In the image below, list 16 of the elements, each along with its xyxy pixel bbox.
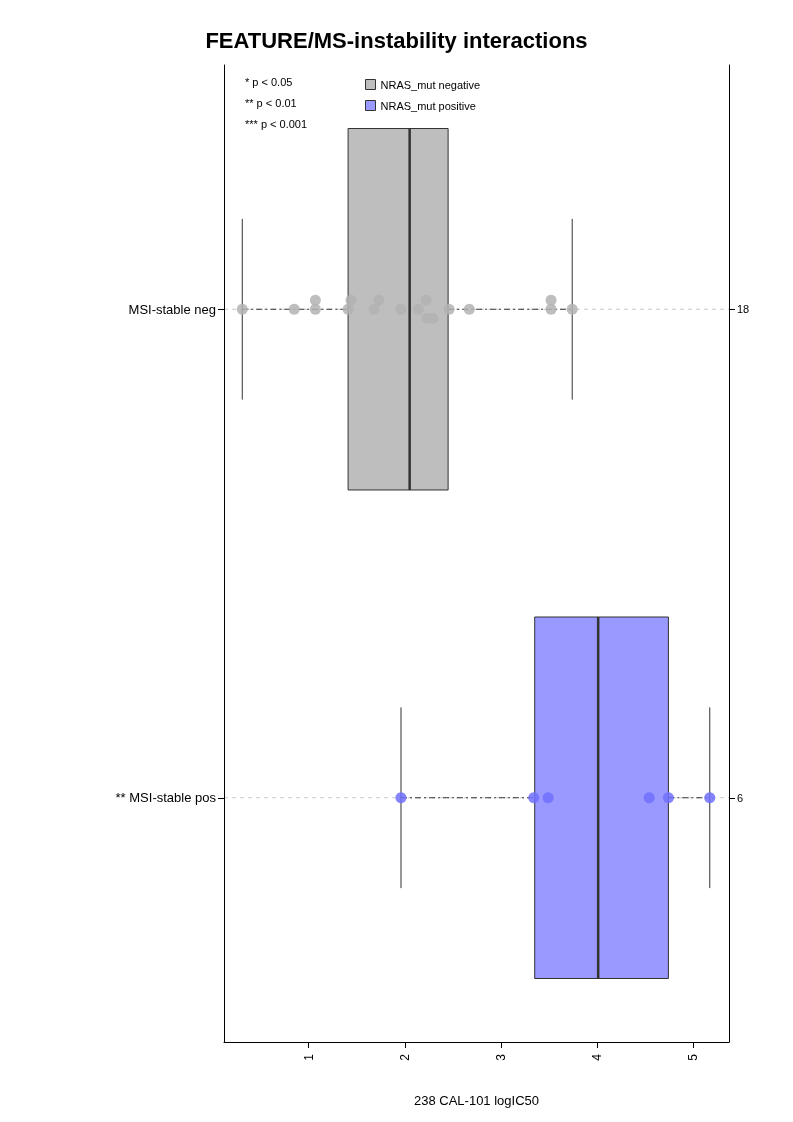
y2-tick-label: 6 xyxy=(737,791,744,804)
x-tick-label: 2 xyxy=(397,1053,412,1061)
y-tick-label: MSI-stable neg xyxy=(128,301,216,317)
y2-tick-label: 18 xyxy=(737,303,750,316)
annotation: * p < 0.05 xyxy=(245,75,293,88)
chart-title: FEATURE/MS-instability interactions xyxy=(205,27,588,53)
legend-label: NRAS_mut negative xyxy=(380,78,481,91)
x-tick-label: 3 xyxy=(494,1053,509,1061)
annotation: ** p < 0.01 xyxy=(245,96,297,109)
x-axis-title: 238 CAL-101 logIC50 xyxy=(413,1093,540,1108)
y-tick-label: ** MSI-stable pos xyxy=(115,790,217,806)
legend-label: NRAS_mut positive xyxy=(380,99,476,112)
x-tick-label: 4 xyxy=(590,1053,605,1061)
x-tick-label: 1 xyxy=(301,1053,316,1061)
annotation: *** p < 0.001 xyxy=(245,117,308,130)
x-tick-label: 5 xyxy=(686,1053,701,1061)
